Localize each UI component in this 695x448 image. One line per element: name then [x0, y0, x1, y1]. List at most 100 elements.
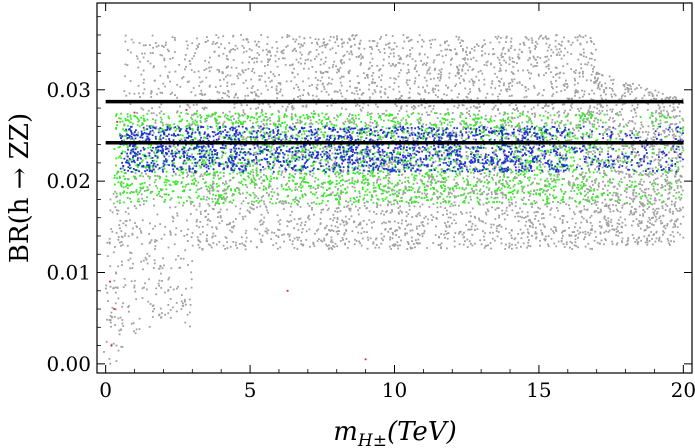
- scatter-point-gray: [247, 41, 250, 44]
- scatter-point-gray: [617, 219, 620, 221]
- scatter-point-gray: [469, 165, 472, 168]
- scatter-point-gray: [402, 191, 405, 194]
- scatter-point-gray: [331, 98, 333, 101]
- scatter-point-gray: [635, 192, 638, 194]
- scatter-point-gray: [570, 106, 573, 109]
- scatter-point-gray: [541, 233, 544, 236]
- scatter-point-gray: [193, 71, 196, 73]
- scatter-point-gray: [531, 154, 533, 156]
- scatter-point-gray: [129, 197, 131, 200]
- scatter-point-gray: [619, 111, 621, 113]
- scatter-point-gray: [163, 233, 166, 236]
- scatter-point-gray: [592, 150, 595, 152]
- scatter-point-gray: [392, 233, 394, 236]
- scatter-point-gray: [462, 128, 465, 130]
- scatter-point-gray: [207, 203, 210, 205]
- scatter-point-gray: [573, 213, 576, 216]
- scatter-point-gray: [540, 34, 543, 37]
- scatter-point-gray: [451, 222, 453, 225]
- scatter-point-gray: [447, 221, 449, 223]
- scatter-point-gray: [677, 170, 679, 172]
- scatter-point-gray: [400, 69, 402, 72]
- scatter-point-gray: [525, 148, 527, 151]
- scatter-point-gray: [287, 157, 290, 160]
- scatter-point-gray: [630, 152, 633, 155]
- scatter-point-gray: [595, 210, 598, 212]
- scatter-point-gray: [348, 207, 350, 210]
- scatter-point-gray: [526, 246, 528, 249]
- scatter-point-gray: [583, 238, 585, 241]
- scatter-point-gray: [510, 40, 512, 43]
- scatter-point-gray: [281, 170, 284, 173]
- scatter-point-gray: [490, 115, 493, 118]
- scatter-point-gray: [610, 79, 613, 81]
- scatter-point-gray: [276, 214, 279, 217]
- scatter-point-gray: [654, 120, 657, 123]
- scatter-point-gray: [572, 182, 575, 184]
- scatter-point-gray: [284, 166, 287, 169]
- scatter-point-gray: [373, 82, 376, 84]
- scatter-point-gray: [141, 52, 143, 55]
- scatter-point-gray: [628, 186, 631, 188]
- scatter-point-gray: [669, 220, 672, 223]
- scatter-point-gray: [638, 154, 640, 157]
- scatter-point-gray: [611, 165, 614, 168]
- scatter-point-gray: [340, 75, 343, 78]
- scatter-point-gray: [151, 34, 154, 37]
- scatter-point-gray: [433, 77, 435, 80]
- scatter-point-gray: [235, 163, 238, 166]
- scatter-point-gray: [625, 172, 628, 175]
- scatter-point-gray: [194, 94, 197, 97]
- scatter-point-gray: [337, 45, 340, 47]
- scatter-point-gray: [324, 113, 327, 116]
- scatter-point-gray: [109, 198, 112, 201]
- scatter-point-gray: [545, 104, 548, 107]
- scatter-point-gray: [628, 179, 631, 182]
- scatter-point-gray: [610, 218, 613, 221]
- scatter-point-gray: [323, 88, 326, 91]
- scatter-point-gray: [219, 216, 222, 219]
- scatter-point-gray: [545, 65, 548, 68]
- scatter-point-gray: [253, 98, 256, 101]
- scatter-point-gray: [363, 202, 366, 204]
- scatter-point-gray: [587, 242, 590, 245]
- scatter-point-gray: [235, 121, 237, 124]
- scatter-point-gray: [132, 322, 135, 325]
- scatter-point-gray: [299, 183, 302, 185]
- scatter-point-gray: [208, 84, 211, 87]
- scatter-point-gray: [323, 237, 326, 240]
- scatter-point-gray: [233, 118, 235, 120]
- scatter-point-gray: [477, 71, 480, 73]
- scatter-point-gray: [382, 58, 385, 61]
- scatter-point-gray: [139, 189, 142, 192]
- scatter-point-gray: [671, 110, 674, 113]
- scatter-point-gray: [393, 199, 395, 202]
- scatter-point-gray: [631, 234, 634, 236]
- scatter-point-gray: [496, 235, 499, 238]
- scatter-point-gray: [602, 161, 605, 164]
- scatter-point-gray: [511, 57, 514, 60]
- scatter-point-gray: [300, 121, 302, 124]
- scatter-point-gray: [150, 96, 153, 98]
- scatter-point-gray: [634, 111, 637, 114]
- scatter-point-gray: [409, 53, 412, 55]
- scatter-point-gray: [184, 163, 187, 165]
- scatter-point-gray: [593, 43, 595, 45]
- scatter-point-gray: [190, 69, 193, 71]
- scatter-point-gray: [584, 63, 587, 66]
- scatter-point-gray: [367, 149, 370, 151]
- scatter-point-gray: [472, 172, 475, 175]
- scatter-point-gray: [570, 138, 573, 141]
- scatter-point-gray: [138, 42, 141, 44]
- scatter-point-gray: [406, 83, 409, 86]
- scatter-point-gray: [462, 64, 465, 66]
- scatter-point-gray: [488, 175, 490, 178]
- scatter-point-gray: [322, 147, 324, 149]
- scatter-point-gray: [617, 170, 620, 173]
- scatter-point-gray: [656, 127, 659, 130]
- scatter-point-gray: [271, 231, 273, 234]
- scatter-point-gray: [346, 137, 348, 140]
- scatter-point-gray: [536, 182, 538, 185]
- scatter-point-gray: [215, 226, 218, 229]
- scatter-point-gray: [568, 139, 571, 142]
